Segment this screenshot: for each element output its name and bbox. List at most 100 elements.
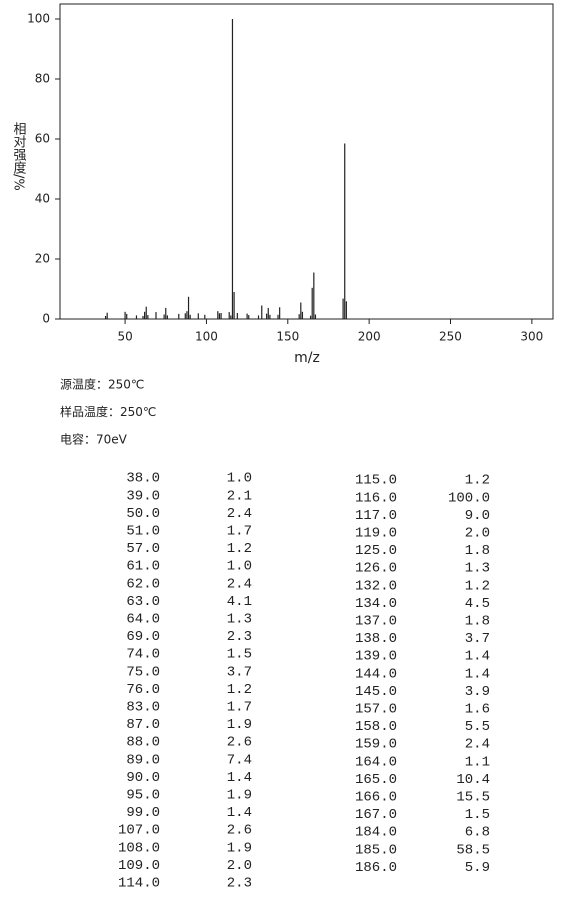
mz-cell: 76.0 bbox=[126, 682, 160, 698]
intensity-cell: 1.3 bbox=[227, 612, 252, 628]
intensity-cell: 1.0 bbox=[227, 559, 252, 575]
mz-cell: 115.0 bbox=[355, 473, 397, 489]
intensity-cell: 7.4 bbox=[227, 752, 252, 768]
mz-cell: 90.0 bbox=[126, 770, 160, 786]
mz-cell: 132.0 bbox=[355, 578, 397, 594]
info-line: 源温度：250℃ bbox=[60, 377, 144, 392]
mz-cell: 95.0 bbox=[126, 788, 160, 804]
mz-cell: 109.0 bbox=[118, 858, 160, 874]
intensity-cell: 1.9 bbox=[227, 840, 252, 856]
mz-cell: 64.0 bbox=[126, 612, 160, 628]
intensity-cell: 2.3 bbox=[227, 876, 252, 892]
y-tick-label: 100 bbox=[27, 12, 50, 26]
mz-cell: 166.0 bbox=[355, 790, 397, 806]
intensity-cell: 3.7 bbox=[227, 664, 252, 680]
intensity-cell: 1.1 bbox=[465, 754, 490, 770]
intensity-cell: 2.4 bbox=[465, 737, 490, 753]
mz-cell: 89.0 bbox=[126, 752, 160, 768]
intensity-cell: 1.2 bbox=[227, 541, 252, 557]
x-tick-label: 250 bbox=[439, 330, 462, 344]
intensity-cell: 1.5 bbox=[227, 647, 252, 663]
y-tick-label: 0 bbox=[42, 312, 50, 326]
mz-cell: 39.0 bbox=[126, 488, 160, 504]
mz-cell: 57.0 bbox=[126, 541, 160, 557]
mz-cell: 116.0 bbox=[355, 490, 397, 506]
mz-cell: 38.0 bbox=[126, 471, 160, 487]
mz-cell: 165.0 bbox=[355, 772, 397, 788]
intensity-cell: 2.3 bbox=[227, 629, 252, 645]
mz-cell: 99.0 bbox=[126, 805, 160, 821]
mz-cell: 138.0 bbox=[355, 631, 397, 647]
intensity-cell: 1.7 bbox=[227, 700, 252, 716]
info-line: 样品温度：250℃ bbox=[60, 404, 156, 419]
mz-cell: 75.0 bbox=[126, 664, 160, 680]
mz-cell: 69.0 bbox=[126, 629, 160, 645]
intensity-cell: 1.9 bbox=[227, 788, 252, 804]
mz-cell: 119.0 bbox=[355, 526, 397, 542]
intensity-cell: 1.0 bbox=[227, 471, 252, 487]
intensity-cell: 1.2 bbox=[465, 473, 490, 489]
mz-cell: 74.0 bbox=[126, 647, 160, 663]
x-tick-label: 50 bbox=[117, 330, 132, 344]
x-axis-label: m/z bbox=[294, 350, 320, 366]
intensity-cell: 2.4 bbox=[227, 576, 252, 592]
mz-cell: 83.0 bbox=[126, 700, 160, 716]
mz-cell: 186.0 bbox=[355, 860, 397, 876]
intensity-cell: 1.4 bbox=[227, 805, 252, 821]
mz-cell: 184.0 bbox=[355, 825, 397, 841]
intensity-cell: 5.9 bbox=[465, 860, 490, 876]
mz-cell: 114.0 bbox=[118, 876, 160, 892]
y-tick-label: 80 bbox=[35, 72, 50, 86]
mz-cell: 63.0 bbox=[126, 594, 160, 610]
intensity-cell: 100.0 bbox=[448, 490, 490, 506]
intensity-cell: 6.8 bbox=[465, 825, 490, 841]
x-tick-label: 100 bbox=[195, 330, 218, 344]
intensity-cell: 2.4 bbox=[227, 506, 252, 522]
intensity-cell: 58.5 bbox=[456, 842, 490, 858]
x-tick-label: 200 bbox=[358, 330, 381, 344]
intensity-cell: 1.2 bbox=[465, 578, 490, 594]
mz-cell: 157.0 bbox=[355, 702, 397, 718]
intensity-cell: 1.8 bbox=[465, 543, 490, 559]
intensity-cell: 1.6 bbox=[465, 702, 490, 718]
intensity-cell: 2.0 bbox=[227, 858, 252, 874]
intensity-cell: 2.1 bbox=[227, 488, 252, 504]
mz-cell: 108.0 bbox=[118, 840, 160, 856]
mz-cell: 62.0 bbox=[126, 576, 160, 592]
intensity-cell: 5.5 bbox=[465, 719, 490, 735]
intensity-cell: 4.5 bbox=[465, 596, 490, 612]
y-tick-label: 40 bbox=[35, 192, 50, 206]
intensity-cell: 1.4 bbox=[465, 666, 490, 682]
mz-cell: 144.0 bbox=[355, 666, 397, 682]
mz-cell: 107.0 bbox=[118, 823, 160, 839]
x-tick-label: 150 bbox=[276, 330, 299, 344]
mz-cell: 145.0 bbox=[355, 684, 397, 700]
mz-cell: 125.0 bbox=[355, 543, 397, 559]
intensity-cell: 1.4 bbox=[465, 649, 490, 665]
mz-cell: 87.0 bbox=[126, 717, 160, 733]
intensity-cell: 1.2 bbox=[227, 682, 252, 698]
mz-cell: 51.0 bbox=[126, 524, 160, 540]
y-axis-label: 相对强度/% bbox=[11, 122, 27, 191]
mz-cell: 137.0 bbox=[355, 614, 397, 630]
y-tick-label: 60 bbox=[35, 132, 50, 146]
x-tick-label: 300 bbox=[520, 330, 543, 344]
intensity-cell: 1.4 bbox=[227, 770, 252, 786]
mz-cell: 126.0 bbox=[355, 561, 397, 577]
mz-cell: 61.0 bbox=[126, 559, 160, 575]
intensity-cell: 1.5 bbox=[465, 807, 490, 823]
mz-cell: 139.0 bbox=[355, 649, 397, 665]
intensity-cell: 1.3 bbox=[465, 561, 490, 577]
intensity-cell: 10.4 bbox=[456, 772, 490, 788]
intensity-cell: 9.0 bbox=[465, 508, 490, 524]
y-tick-label: 20 bbox=[35, 252, 50, 266]
mz-cell: 88.0 bbox=[126, 735, 160, 751]
mz-cell: 159.0 bbox=[355, 737, 397, 753]
intensity-cell: 2.6 bbox=[227, 823, 252, 839]
intensity-cell: 1.8 bbox=[465, 614, 490, 630]
intensity-cell: 3.7 bbox=[465, 631, 490, 647]
mz-cell: 117.0 bbox=[355, 508, 397, 524]
mz-cell: 134.0 bbox=[355, 596, 397, 612]
